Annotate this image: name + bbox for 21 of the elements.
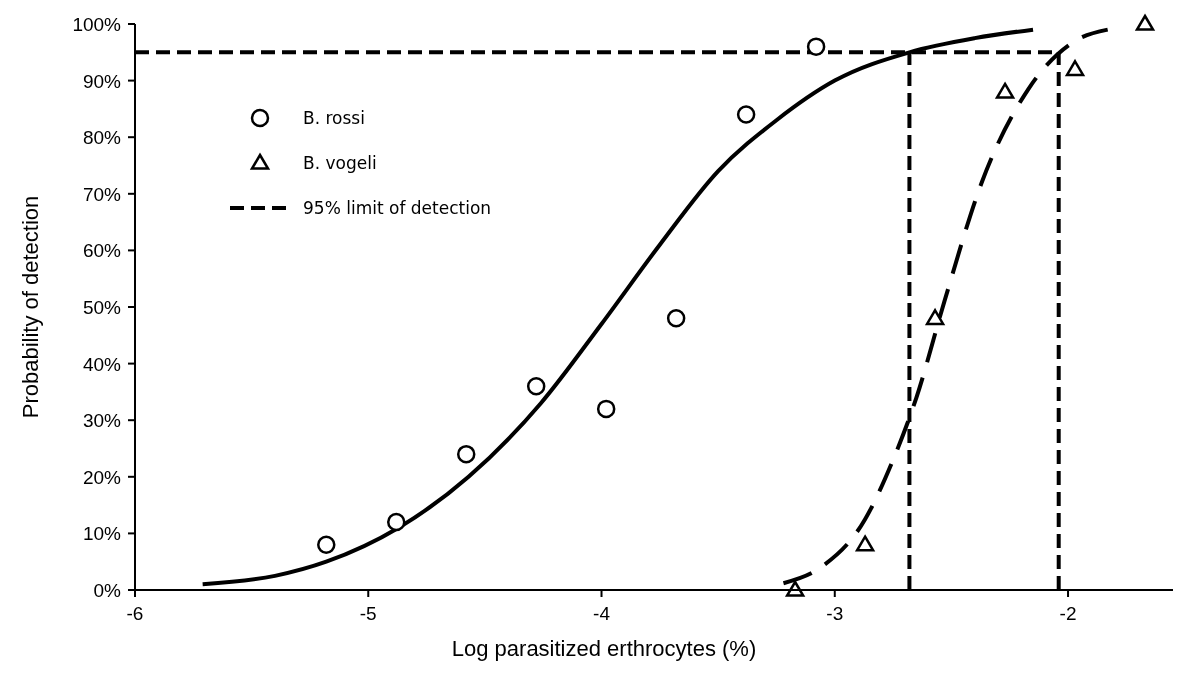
x-tick-label: -3 <box>826 603 844 624</box>
y-tick-label: 20% <box>82 466 122 488</box>
legend-label: B. vogeli <box>303 153 377 173</box>
x-tick-label: -4 <box>593 603 611 624</box>
y-tick-label: 80% <box>82 127 122 149</box>
y-tick-label: 50% <box>82 297 122 318</box>
y-tick-label: 100% <box>72 14 122 35</box>
x-tick-label: -5 <box>359 603 377 624</box>
y-tick-label: 60% <box>82 240 122 262</box>
x-tick-label: -6 <box>126 603 144 624</box>
legend-label: 95% limit of detection <box>303 198 492 218</box>
y-axis-title: Probability of detection <box>18 195 43 419</box>
y-tick-label: 30% <box>82 410 122 432</box>
y-tick-label: 10% <box>82 523 122 545</box>
y-tick-label: 0% <box>93 580 122 601</box>
y-tick-label: 40% <box>82 353 122 375</box>
legend-label: B. rossi <box>303 108 365 128</box>
y-tick-label: 90% <box>82 70 122 92</box>
x-tick-label: -2 <box>1059 603 1077 624</box>
y-tick-label: 70% <box>82 183 122 205</box>
x-axis-title: Log parasitized erthrocytes (%) <box>451 636 757 661</box>
